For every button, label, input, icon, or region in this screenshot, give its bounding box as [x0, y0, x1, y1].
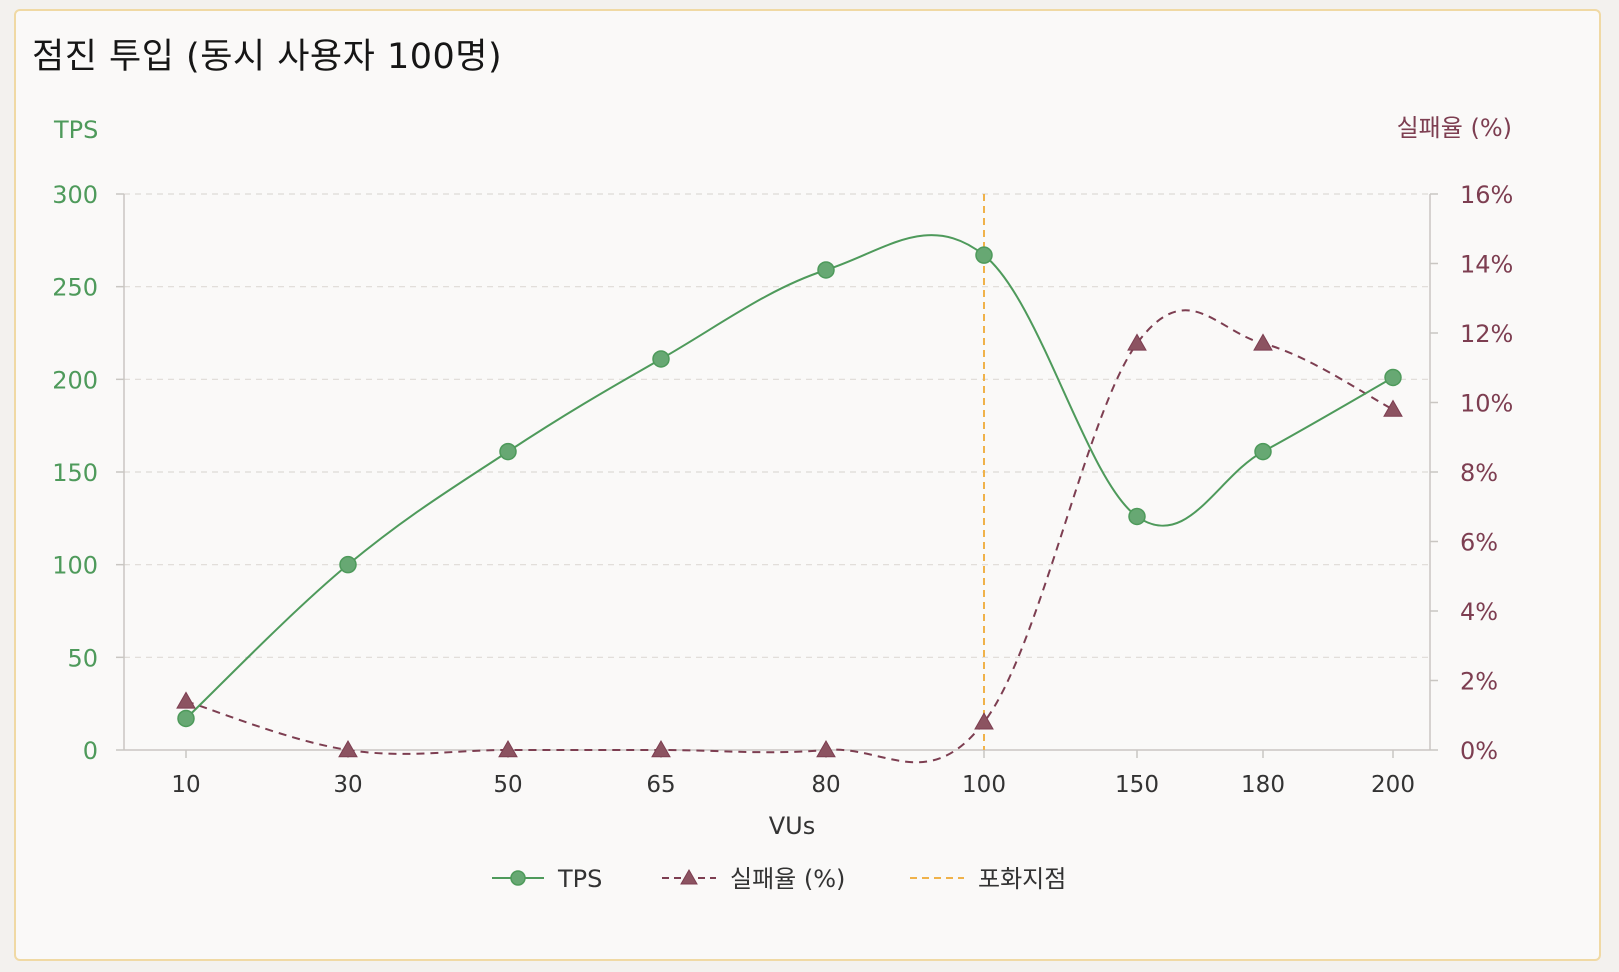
fail-rate-point	[1383, 399, 1403, 417]
x-tick-label: 10	[171, 772, 200, 798]
left-tick-label: 0	[83, 737, 98, 765]
right-tick-label: 0%	[1460, 737, 1498, 765]
left-tick-label: 300	[52, 181, 98, 209]
x-tick-label: 80	[811, 772, 840, 798]
fail-rate-point	[176, 691, 196, 709]
legend-saturation-label: 포화지점	[978, 865, 1066, 893]
right-tick-label: 6%	[1460, 529, 1498, 557]
x-axis-title: VUs	[769, 812, 816, 840]
chart-title: 점진 투입 (동시 사용자 100명)	[32, 37, 503, 77]
right-axis-title: 실패율 (%)	[1397, 114, 1512, 142]
tps-point	[177, 709, 195, 728]
x-tick-label: 30	[333, 772, 362, 798]
x-tick-label: 50	[493, 772, 522, 798]
tps-point	[1128, 507, 1146, 526]
tps-point	[652, 350, 670, 368]
x-tick-label: 100	[962, 772, 1006, 798]
fail-rate-point	[816, 739, 836, 758]
left-tick-label: 150	[52, 459, 98, 487]
legend-tps-marker	[510, 870, 526, 886]
x-tick-label: 180	[1241, 772, 1285, 798]
right-tick-label: 10%	[1460, 390, 1513, 418]
fail-rate-point	[498, 739, 518, 758]
tps-point	[499, 442, 517, 461]
tps-point	[975, 246, 993, 264]
left-tick-label: 100	[52, 552, 98, 580]
fail-rate-point	[338, 739, 358, 758]
legend-tps-label: TPS	[557, 865, 602, 893]
right-tick-label: 12%	[1460, 320, 1513, 348]
tps-point	[1254, 442, 1272, 461]
right-tick-label: 14%	[1460, 251, 1513, 279]
fail-rate-point	[974, 712, 994, 730]
right-tick-label: 2%	[1460, 668, 1498, 696]
left-tick-label: 50	[67, 644, 98, 672]
right-tick-label: 4%	[1460, 598, 1498, 626]
tps-point	[817, 261, 835, 279]
series-line-tps	[185, 234, 1394, 720]
left-tick-label: 200	[52, 366, 98, 394]
left-axis-title: TPS	[53, 116, 98, 144]
x-tick-label: 200	[1371, 772, 1415, 798]
fail-rate-point	[1253, 333, 1273, 351]
tps-point	[1384, 368, 1402, 387]
fail-rate-point	[1127, 333, 1147, 351]
right-tick-label: 16%	[1460, 181, 1513, 209]
series-line-fail-rate	[185, 309, 1394, 764]
series	[176, 194, 1403, 764]
axes: 0 50 100 150 200 250 300 0% 2% 4% 6% 8% 10% 12% 14% 16%…	[52, 114, 1513, 840]
fail-rate-point	[651, 739, 671, 758]
legend: TPS 실패율 (%) 포화지점	[492, 865, 1066, 893]
x-tick-label: 150	[1115, 772, 1159, 798]
right-tick-label: 8%	[1460, 459, 1498, 487]
left-tick-label: 250	[52, 274, 98, 302]
x-tick-label: 65	[646, 772, 675, 798]
chart-card	[14, 9, 1601, 961]
legend-fail-marker	[680, 868, 698, 885]
legend-fail-label: 실패율 (%)	[730, 865, 845, 893]
grid-lines	[124, 193, 1430, 658]
tps-point	[339, 555, 357, 574]
